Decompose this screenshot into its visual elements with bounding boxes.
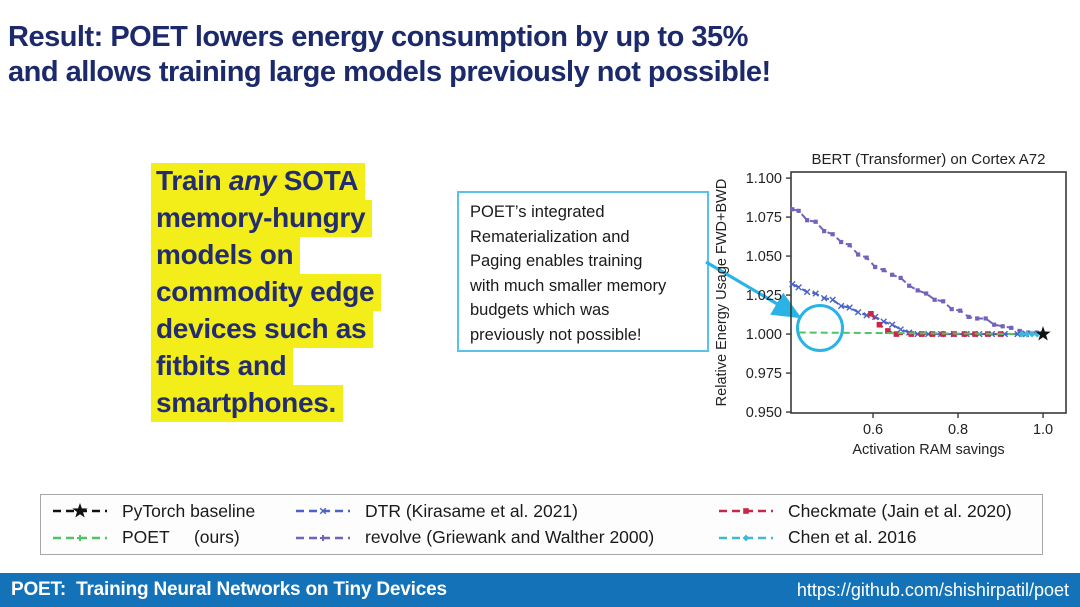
x-axis-label: Activation RAM savings [852, 442, 1004, 458]
highlight-line: fitbits and [151, 348, 381, 385]
legend-label: DTR (Kirasame et al. 2021) [365, 500, 578, 521]
highlight-line: smartphones. [151, 385, 381, 422]
callout-line: Paging enables training [470, 252, 643, 270]
svg-text:0.950: 0.950 [746, 405, 782, 421]
callout-line: Rematerialization and [470, 227, 630, 246]
legend-item: revolve (Griewank and Walther 2000) [294, 527, 717, 548]
svg-text:1.000: 1.000 [746, 327, 782, 343]
callout-line: budgets which was [470, 301, 610, 319]
y-axis-label: Relative Energy Usage FWD+BWD [714, 179, 730, 407]
callout-line: previously not possible! [470, 325, 642, 344]
legend-marker-icon [296, 507, 350, 515]
legend-item: DTR (Kirasame et al. 2021) [294, 501, 717, 522]
callout-box: POET’s integrated Rematerialization and … [457, 191, 709, 352]
highlight-line: Train any SOTA [151, 163, 381, 200]
footer-title: POET: Training Neural Networks on Tiny D… [11, 579, 447, 600]
legend-marker-icon [719, 534, 773, 542]
svg-text:1.100: 1.100 [746, 171, 782, 187]
highlighted-statement: Train any SOTA memory-hungry models on c… [151, 163, 382, 422]
svg-text:1.0: 1.0 [1033, 422, 1053, 438]
energy-usage-chart: BERT (Transformer) on Cortex A72 0.950 0.9… [714, 151, 1067, 458]
series-revolve-griewank-and-walther-2000- [790, 207, 1039, 335]
highlight-line: devices such as [151, 311, 381, 348]
legend-item: Chen et al. 2016 [717, 527, 1042, 548]
callout-line: with much smaller memory [470, 276, 667, 295]
legend-label: Checkmate (Jain et al. 2020) [788, 500, 1012, 521]
legend-item: POET (ours) [51, 527, 294, 548]
chart-legend: PyTorch baseline POET (ours) DTR (Kirasame… [40, 494, 1043, 555]
svg-text:1.025: 1.025 [746, 288, 782, 304]
legend-label: revolve (Griewank and Walther 2000) [365, 527, 655, 548]
footer-url: https://github.com/shishirpatil/poet [796, 579, 1069, 600]
highlight-text-italic: any [228, 165, 277, 196]
legend-label: POET (ours) [122, 527, 240, 548]
legend-label: PyTorch baseline [122, 500, 256, 521]
highlight-line: commodity edge [151, 274, 382, 311]
legend-label: Chen et al. 2016 [788, 527, 917, 548]
footer-bar: POET: Training Neural Networks on Tiny D… [0, 573, 1080, 607]
svg-text:1.075: 1.075 [746, 210, 782, 226]
callout-arrow-icon [705, 260, 802, 319]
legend-marker-icon [296, 534, 350, 541]
svg-text:1.050: 1.050 [746, 249, 782, 265]
highlight-line: memory-hungry [151, 200, 381, 237]
legend-item: PyTorch baseline [51, 501, 294, 522]
svg-text:0.8: 0.8 [948, 422, 968, 438]
svg-text:0.975: 0.975 [746, 366, 782, 382]
highlight-text: SOTA [276, 165, 359, 196]
legend-marker-icon [53, 503, 107, 518]
legend-item: Checkmate (Jain et al. 2020) [717, 501, 1042, 522]
series-pytorch-baseline [1035, 326, 1051, 341]
legend-marker-icon [719, 508, 773, 515]
svg-text:0.6: 0.6 [863, 422, 883, 438]
highlight-text: Train [156, 165, 229, 196]
slide-title-line1: Result: POET lowers energy consumption b… [8, 21, 748, 53]
annotation-circle [796, 304, 844, 352]
series-dtr-kirasame-et-al-2021- [788, 280, 1030, 338]
callout-line: POET’s integrated [470, 203, 605, 221]
highlight-line: models on [151, 237, 381, 274]
series-poet-ours- [798, 331, 1037, 336]
chart-title: BERT (Transformer) on Cortex A72 [812, 151, 1046, 168]
slide-title: Result: POET lowers energy consumption b… [8, 20, 771, 90]
legend-marker-icon [53, 534, 107, 541]
slide-title-line2: and allows training large models previou… [8, 56, 771, 88]
